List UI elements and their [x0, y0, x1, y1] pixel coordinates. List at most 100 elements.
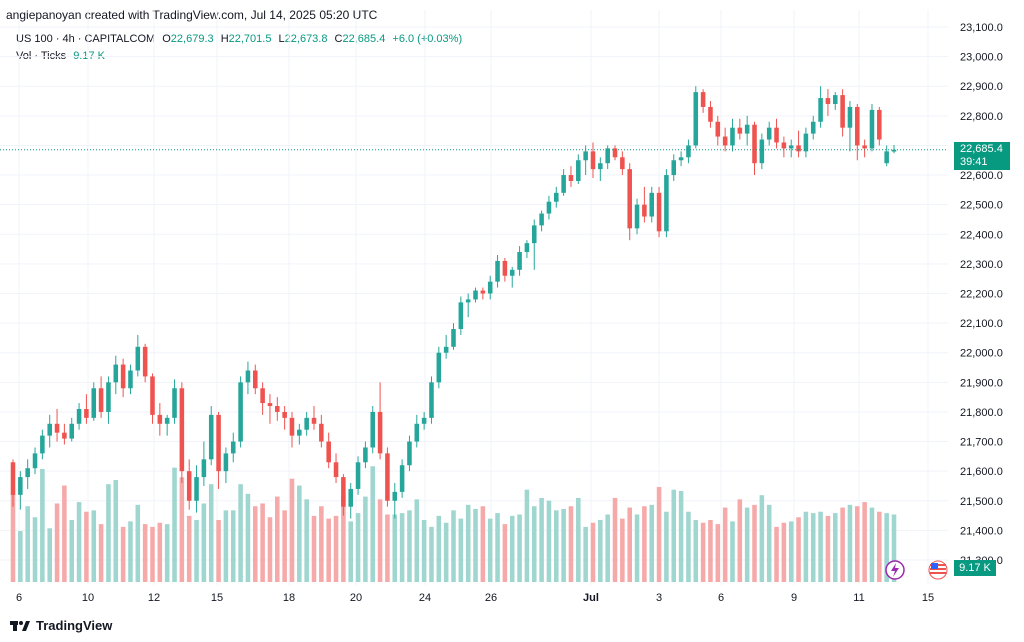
- candle[interactable]: [25, 459, 30, 489]
- candle[interactable]: [649, 186, 655, 223]
- candle[interactable]: [179, 382, 185, 484]
- candle[interactable]: [377, 382, 383, 460]
- candle[interactable]: [671, 154, 677, 181]
- candle[interactable]: [252, 364, 258, 395]
- candle[interactable]: [686, 139, 691, 164]
- candle[interactable]: [700, 89, 706, 113]
- candle[interactable]: [605, 145, 610, 170]
- candle[interactable]: [341, 474, 346, 516]
- volume-label[interactable]: Vol · Ticks: [16, 50, 67, 62]
- candle[interactable]: [715, 115, 721, 146]
- candle[interactable]: [877, 106, 882, 146]
- candle[interactable]: [862, 139, 867, 158]
- candle[interactable]: [465, 293, 471, 318]
- candle[interactable]: [509, 266, 515, 288]
- candle[interactable]: [392, 483, 398, 519]
- candle[interactable]: [267, 394, 273, 424]
- candle[interactable]: [62, 423, 67, 445]
- candle[interactable]: [620, 151, 625, 176]
- candle[interactable]: [480, 287, 486, 300]
- candle[interactable]: [54, 408, 60, 442]
- candle[interactable]: [113, 355, 119, 395]
- candle[interactable]: [568, 166, 574, 187]
- flash-icon[interactable]: [885, 560, 905, 580]
- candle[interactable]: [576, 154, 581, 184]
- candle[interactable]: [656, 186, 662, 238]
- candle[interactable]: [693, 86, 699, 149]
- candle[interactable]: [407, 435, 412, 472]
- candle[interactable]: [598, 157, 603, 181]
- candle[interactable]: [385, 447, 390, 507]
- candle[interactable]: [766, 121, 772, 146]
- candle[interactable]: [164, 414, 170, 436]
- candle[interactable]: [495, 255, 500, 288]
- candle[interactable]: [502, 257, 508, 282]
- candle[interactable]: [517, 246, 522, 276]
- candle[interactable]: [421, 411, 427, 430]
- candle[interactable]: [869, 103, 875, 152]
- candle[interactable]: [223, 447, 229, 484]
- candle[interactable]: [473, 287, 478, 303]
- candle[interactable]: [98, 376, 104, 418]
- candle[interactable]: [69, 417, 75, 442]
- candle[interactable]: [91, 382, 97, 421]
- candle[interactable]: [840, 89, 845, 137]
- candle[interactable]: [730, 118, 735, 152]
- candle[interactable]: [436, 346, 442, 389]
- candle[interactable]: [363, 441, 368, 469]
- candle[interactable]: [832, 92, 838, 110]
- candle[interactable]: [319, 414, 324, 448]
- candle[interactable]: [18, 471, 23, 510]
- candle[interactable]: [612, 145, 618, 161]
- candle[interactable]: [282, 406, 287, 430]
- candle[interactable]: [201, 441, 207, 486]
- symbol-label[interactable]: US 100 · 4h · CAPITALCOM: [16, 33, 156, 45]
- candle[interactable]: [539, 210, 544, 232]
- candle[interactable]: [84, 394, 89, 424]
- candle[interactable]: [47, 414, 52, 448]
- candle[interactable]: [458, 296, 464, 335]
- candle[interactable]: [370, 406, 376, 454]
- candle[interactable]: [847, 101, 853, 152]
- candle[interactable]: [788, 139, 794, 158]
- candle[interactable]: [524, 240, 530, 258]
- candle[interactable]: [664, 169, 669, 238]
- candle[interactable]: [128, 364, 133, 395]
- candle[interactable]: [744, 115, 750, 146]
- candle[interactable]: [348, 483, 353, 519]
- candle[interactable]: [172, 379, 177, 424]
- candle[interactable]: [443, 334, 449, 359]
- candle[interactable]: [796, 130, 801, 158]
- candle[interactable]: [554, 186, 559, 208]
- candle[interactable]: [825, 89, 831, 116]
- candle[interactable]: [208, 406, 214, 466]
- candle[interactable]: [216, 411, 221, 489]
- candle[interactable]: [326, 432, 331, 469]
- candle[interactable]: [289, 411, 295, 448]
- candle[interactable]: [818, 86, 823, 128]
- candle[interactable]: [884, 145, 889, 167]
- candle[interactable]: [487, 275, 493, 300]
- candle[interactable]: [76, 403, 82, 430]
- candle[interactable]: [722, 127, 728, 152]
- candle[interactable]: [304, 411, 309, 436]
- candle[interactable]: [311, 406, 317, 430]
- us-flag-icon[interactable]: [928, 560, 948, 580]
- candle[interactable]: [708, 101, 713, 128]
- candle[interactable]: [759, 133, 765, 170]
- candle[interactable]: [157, 403, 163, 436]
- candle[interactable]: [774, 118, 779, 149]
- candle[interactable]: [752, 121, 757, 176]
- candle[interactable]: [531, 219, 537, 270]
- candle[interactable]: [627, 163, 632, 241]
- candle[interactable]: [333, 453, 339, 484]
- candle[interactable]: [737, 118, 743, 140]
- candle[interactable]: [634, 198, 640, 235]
- candle[interactable]: [429, 376, 434, 424]
- candle[interactable]: [891, 145, 897, 154]
- candle[interactable]: [399, 459, 405, 498]
- candle[interactable]: [275, 397, 280, 421]
- candle[interactable]: [546, 195, 552, 220]
- candle[interactable]: [150, 373, 155, 424]
